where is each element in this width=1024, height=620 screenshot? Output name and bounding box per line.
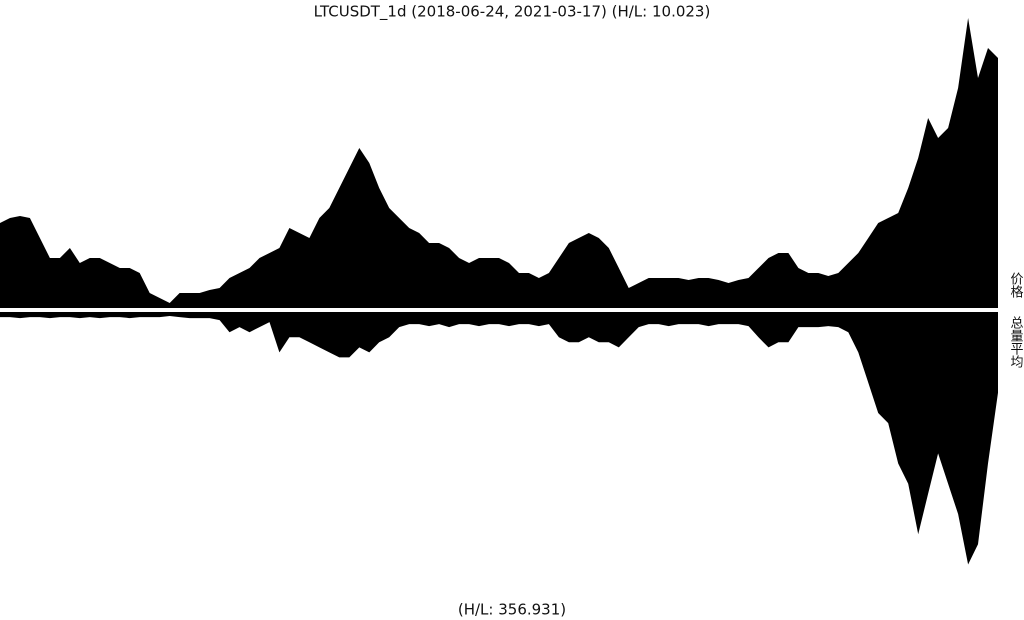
volume-label: 总量平均	[1008, 316, 1024, 368]
volume-title: (H/L: 356.931)	[458, 601, 566, 619]
price-label: 价格	[1008, 272, 1024, 298]
volume-area	[0, 312, 998, 565]
chart-title: LTCUSDT_1d (2018-06-24, 2021-03-17) (H/L…	[314, 3, 711, 22]
price-area	[0, 18, 998, 308]
